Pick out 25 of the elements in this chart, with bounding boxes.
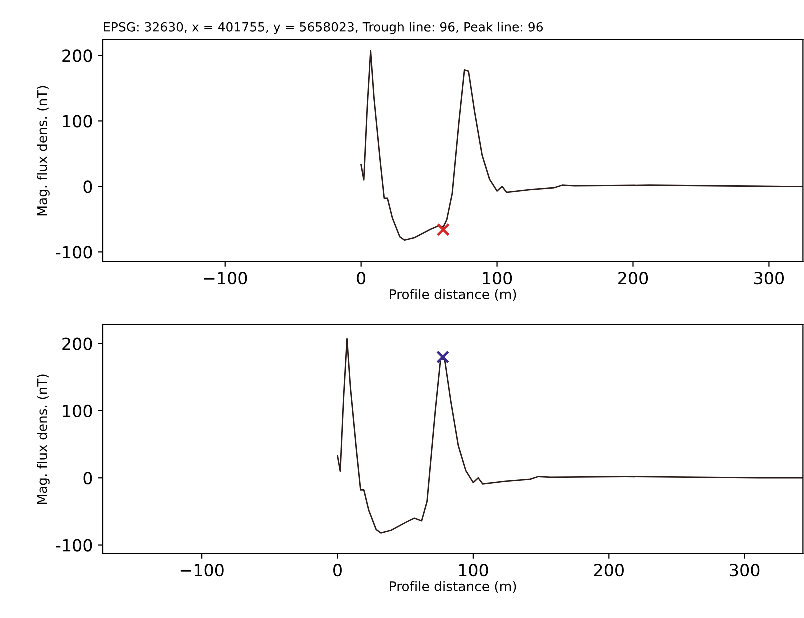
x-tick-label: 200 — [618, 272, 648, 285]
x-tick-label: 0 — [334, 564, 342, 577]
line-series — [360, 50, 804, 242]
x-tick-label: 300 — [754, 272, 784, 285]
y-axis-title: Mag. flux dens. (nT) — [37, 374, 50, 504]
x-tick-label: 100 — [483, 272, 512, 285]
y-tick-label: -100 — [56, 539, 92, 552]
y-tick-label: 0 — [84, 472, 92, 485]
y-tick-label: 100 — [63, 115, 92, 128]
y-tick-label: 200 — [62, 338, 92, 350]
x-tick-label: 0 — [357, 272, 366, 285]
x-tick-label: 100 — [459, 564, 488, 577]
x-tick-label: 300 — [730, 564, 760, 577]
chart-title: EPSG: 32630, x = 401755, y = 5658023, Trough line: 96, Peak line: 96 — [104, 22, 544, 34]
y-tick-label: 200 — [62, 50, 92, 62]
x-axis-title: Profile distance (m) — [390, 289, 516, 302]
y-tick-label: -100 — [56, 246, 92, 259]
x-axis-title: Profile distance (m) — [390, 581, 516, 594]
y-axis-title: Mag. flux dens. (nT) — [37, 86, 50, 216]
line-series — [337, 338, 804, 534]
x-tick-label: −100 — [204, 272, 248, 285]
y-tick-label: 0 — [84, 180, 92, 194]
y-tick-label: 100 — [63, 404, 92, 418]
x-tick-label: −100 — [180, 564, 224, 577]
x-tick-label: 200 — [594, 564, 624, 577]
